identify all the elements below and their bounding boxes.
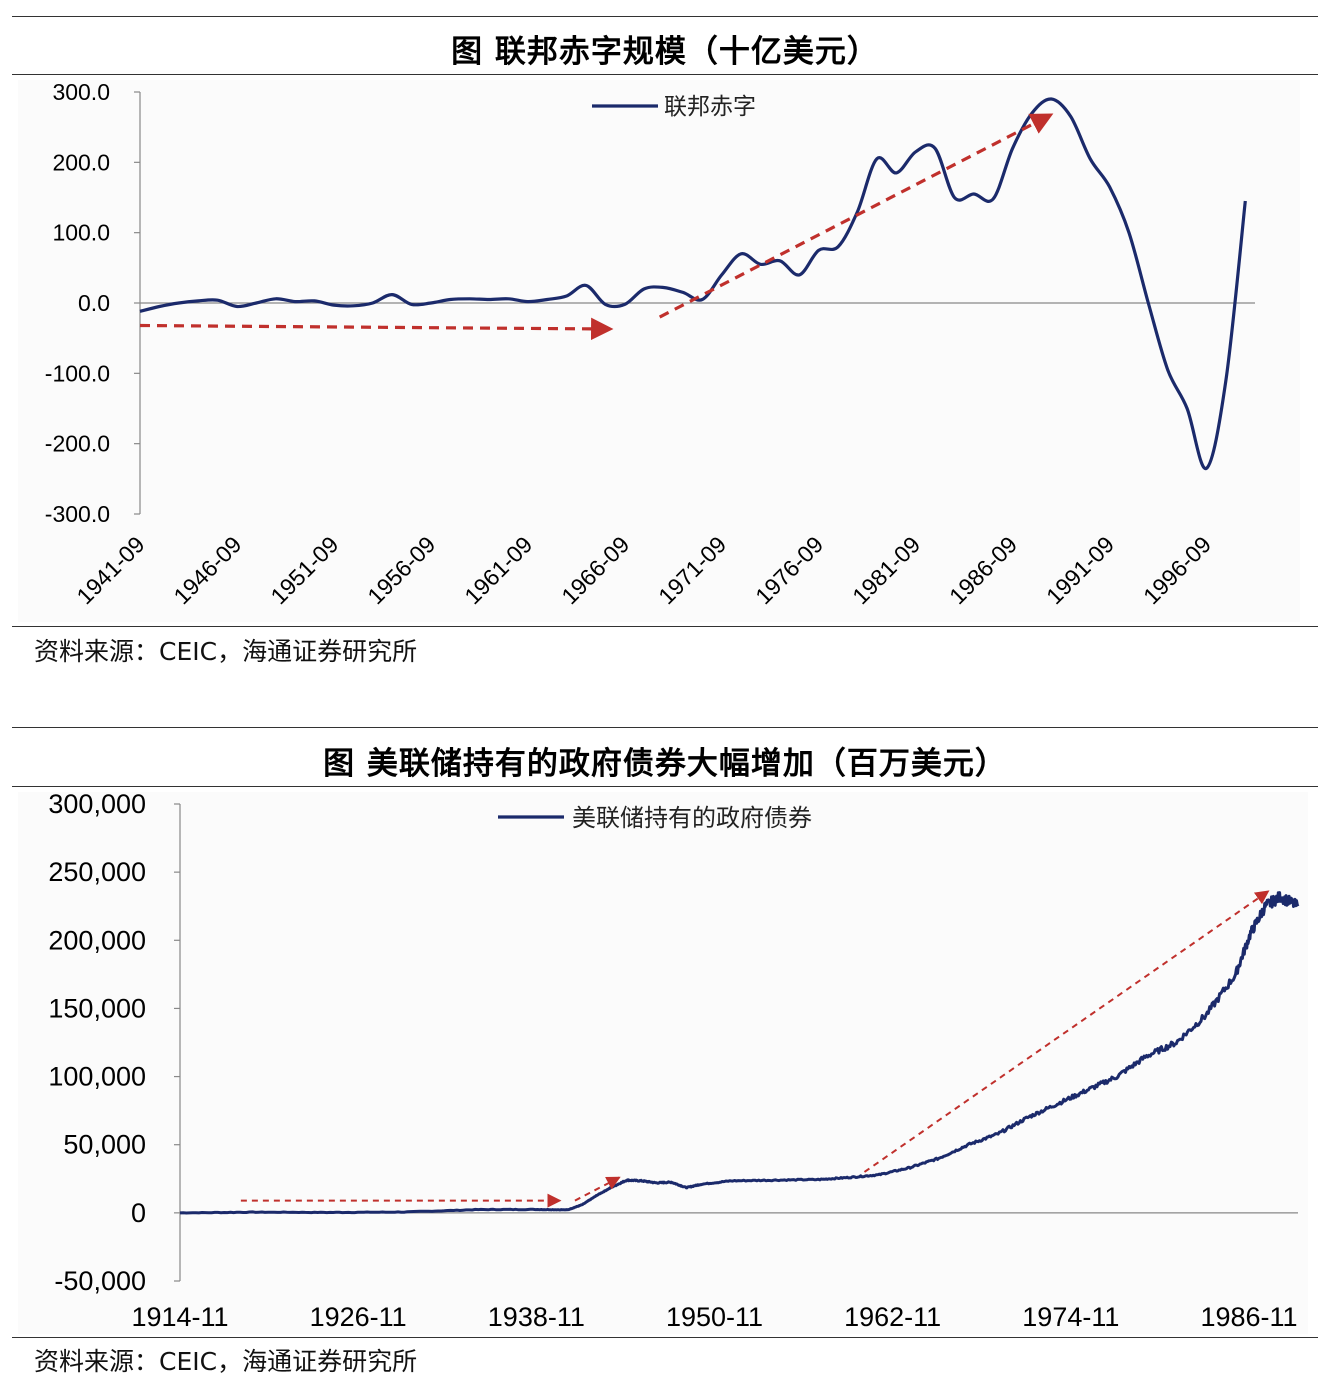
bottom-rule: [12, 1337, 1318, 1338]
y-tick-label: 100,000: [48, 1062, 146, 1092]
plot-background: [18, 792, 1308, 1334]
y-tick-label: 100.0: [52, 220, 110, 246]
source-note: 资料来源：CEIC，海通证券研究所: [34, 1347, 418, 1376]
trend-arrow: [863, 890, 1270, 1173]
y-tick-label: 200,000: [48, 925, 146, 955]
y-tick-label: 250,000: [48, 857, 146, 887]
y-tick-label: 300.0: [52, 79, 110, 105]
legend-label: 美联储持有的政府债券: [572, 804, 812, 832]
x-tick-label: 1962-11: [844, 1302, 941, 1332]
y-tick-label: 300,000: [48, 789, 146, 819]
title-rule: [12, 74, 1318, 75]
fed-holdings-chart: 300,000 250,000 200,000 150,000 100,000 50,00…: [18, 789, 1308, 1334]
y-tick-label: -200.0: [45, 431, 110, 457]
legend-label: 联邦赤字: [664, 94, 756, 120]
top-rule: [12, 727, 1318, 728]
chart-title: 图 联邦赤字规模（十亿美元）: [451, 34, 879, 70]
series-line-deficit: [139, 97, 1247, 470]
y-tick-label: -300.0: [45, 501, 110, 527]
series-line-fed-holdings: [179, 891, 1300, 1215]
x-tick-label: 1986-11: [1200, 1302, 1297, 1332]
y-tick-label: 150,000: [48, 993, 146, 1023]
x-tick-label: 1926-11: [310, 1302, 407, 1332]
y-tick-label: -100.0: [45, 360, 110, 386]
chart-panel-deficit: 图 联邦赤字规模（十亿美元） 300.0 200.0 100.0 0.0 -100.0 -…: [0, 0, 1338, 690]
trend-arrow: [574, 1176, 621, 1202]
x-tick-label: 1914-11: [131, 1302, 228, 1332]
y-tick-label: 200.0: [52, 149, 110, 175]
x-tick-label: 1950-11: [666, 1302, 763, 1332]
trend-arrow: [658, 113, 1054, 319]
source-note: 资料来源：CEIC，海通证券研究所: [34, 637, 418, 666]
x-tick-label: 1974-11: [1022, 1302, 1119, 1332]
y-tick-label: 0.0: [78, 290, 110, 316]
y-tick-label: 50,000: [63, 1130, 146, 1160]
deficit-chart: 300.0200.0100.00.0-100.0-200.0-300.01941…: [18, 79, 1300, 622]
top-rule: [12, 16, 1318, 17]
trend-arrow: [139, 317, 614, 341]
x-tick-label: 1938-11: [488, 1302, 585, 1332]
y-tick-label: -50,000: [54, 1266, 146, 1296]
title-rule: [12, 786, 1318, 787]
chart-title: 图 美联储持有的政府债券大幅增加（百万美元）: [323, 746, 1007, 782]
plot-background: [18, 80, 1300, 622]
bottom-rule: [12, 626, 1318, 627]
y-tick-label: 0: [131, 1198, 146, 1228]
